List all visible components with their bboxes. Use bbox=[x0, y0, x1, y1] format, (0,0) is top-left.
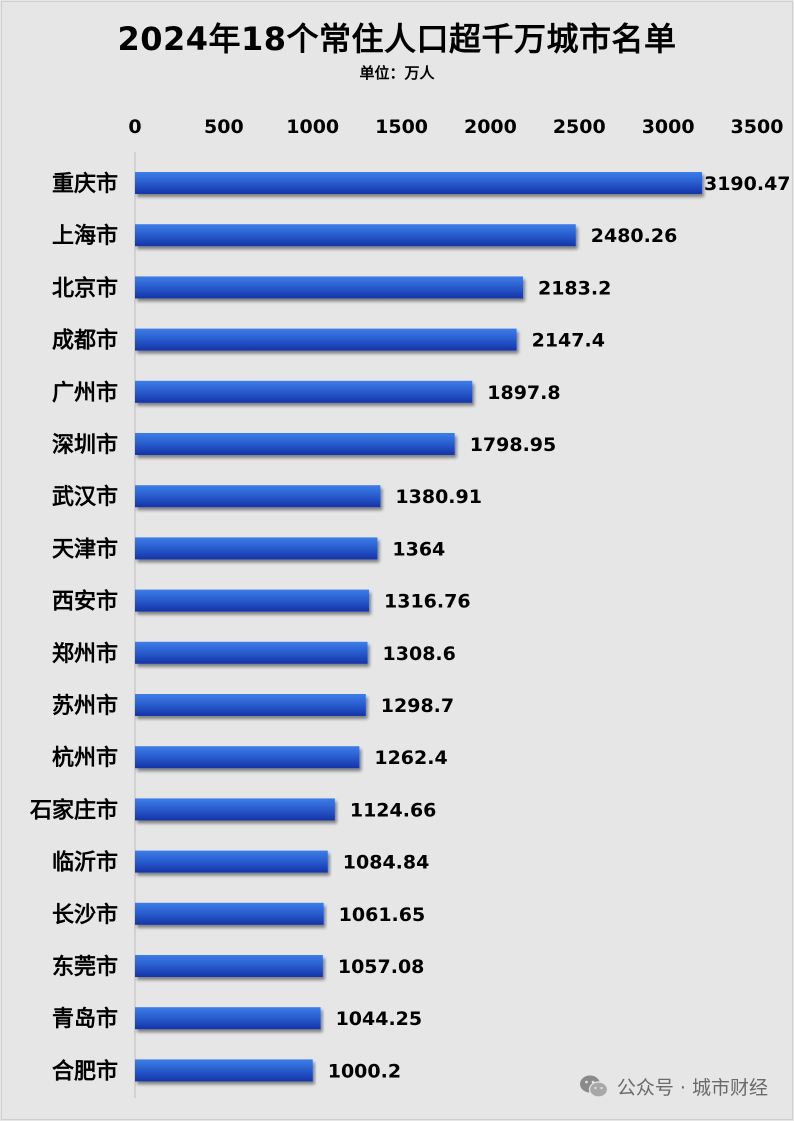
value-label: 1044.25 bbox=[336, 1008, 423, 1030]
category-label: 北京市 bbox=[52, 275, 118, 301]
value-label: 1061.65 bbox=[339, 904, 426, 926]
bar bbox=[135, 642, 368, 664]
bar bbox=[135, 381, 472, 403]
category-label: 长沙市 bbox=[52, 902, 118, 928]
category-label: 临沂市 bbox=[52, 850, 118, 876]
value-label: 1084.84 bbox=[343, 852, 430, 874]
category-label: 苏州市 bbox=[52, 693, 118, 719]
value-label: 1298.7 bbox=[381, 695, 454, 717]
category-label: 重庆市 bbox=[52, 171, 118, 197]
wechat-icon bbox=[579, 1074, 609, 1100]
value-label: 2480.26 bbox=[591, 225, 678, 247]
value-label: 1897.8 bbox=[487, 382, 560, 404]
bar bbox=[135, 433, 455, 455]
value-label: 1364 bbox=[392, 538, 445, 560]
x-tick-label: 1000 bbox=[286, 116, 339, 138]
bar bbox=[135, 276, 523, 298]
category-label: 杭州市 bbox=[52, 745, 118, 771]
category-label: 天津市 bbox=[52, 536, 118, 562]
bar bbox=[135, 537, 377, 559]
x-tick-label: 1500 bbox=[375, 116, 428, 138]
x-tick-label: 2500 bbox=[553, 116, 606, 138]
value-label: 2183.2 bbox=[538, 277, 611, 299]
category-label: 东莞市 bbox=[52, 954, 118, 980]
category-label: 西安市 bbox=[52, 589, 118, 615]
value-label: 1798.95 bbox=[470, 434, 557, 456]
category-label: 青岛市 bbox=[52, 1006, 118, 1032]
bar bbox=[135, 694, 366, 716]
value-label: 1262.4 bbox=[374, 747, 447, 769]
x-tick-label: 500 bbox=[204, 116, 244, 138]
bar bbox=[135, 903, 324, 925]
value-label: 1308.6 bbox=[383, 643, 456, 665]
x-tick-label: 2000 bbox=[464, 116, 517, 138]
category-label: 广州市 bbox=[52, 380, 118, 406]
value-label: 1000.2 bbox=[328, 1060, 401, 1082]
bar bbox=[135, 329, 517, 351]
bar bbox=[135, 746, 359, 768]
value-label: 1380.91 bbox=[395, 486, 482, 508]
bar bbox=[135, 1007, 321, 1029]
bar bbox=[135, 224, 576, 246]
x-tick-label: 0 bbox=[128, 116, 141, 138]
value-label: 1124.66 bbox=[350, 799, 437, 821]
bar bbox=[135, 955, 323, 977]
bar bbox=[135, 485, 380, 507]
category-label: 郑州市 bbox=[52, 641, 118, 667]
category-label: 成都市 bbox=[52, 328, 118, 354]
bar bbox=[135, 590, 369, 612]
category-label: 武汉市 bbox=[52, 484, 118, 510]
category-label: 石家庄市 bbox=[29, 797, 118, 823]
bar bbox=[135, 798, 335, 820]
watermark-text: 公众号 · 城市财经 bbox=[617, 1073, 768, 1100]
value-label: 3190.47 bbox=[704, 173, 791, 195]
category-label: 深圳市 bbox=[52, 432, 118, 458]
bar bbox=[135, 851, 328, 873]
watermark: 公众号 · 城市财经 bbox=[579, 1073, 768, 1100]
bar bbox=[135, 172, 702, 194]
bar bbox=[135, 1059, 313, 1081]
category-label: 合肥市 bbox=[52, 1058, 118, 1084]
x-tick-label: 3000 bbox=[642, 116, 695, 138]
value-label: 2147.4 bbox=[532, 330, 605, 352]
category-label: 上海市 bbox=[52, 223, 118, 249]
value-label: 1057.08 bbox=[338, 956, 425, 978]
x-tick-label: 3500 bbox=[731, 116, 784, 138]
value-label: 1316.76 bbox=[384, 591, 471, 613]
